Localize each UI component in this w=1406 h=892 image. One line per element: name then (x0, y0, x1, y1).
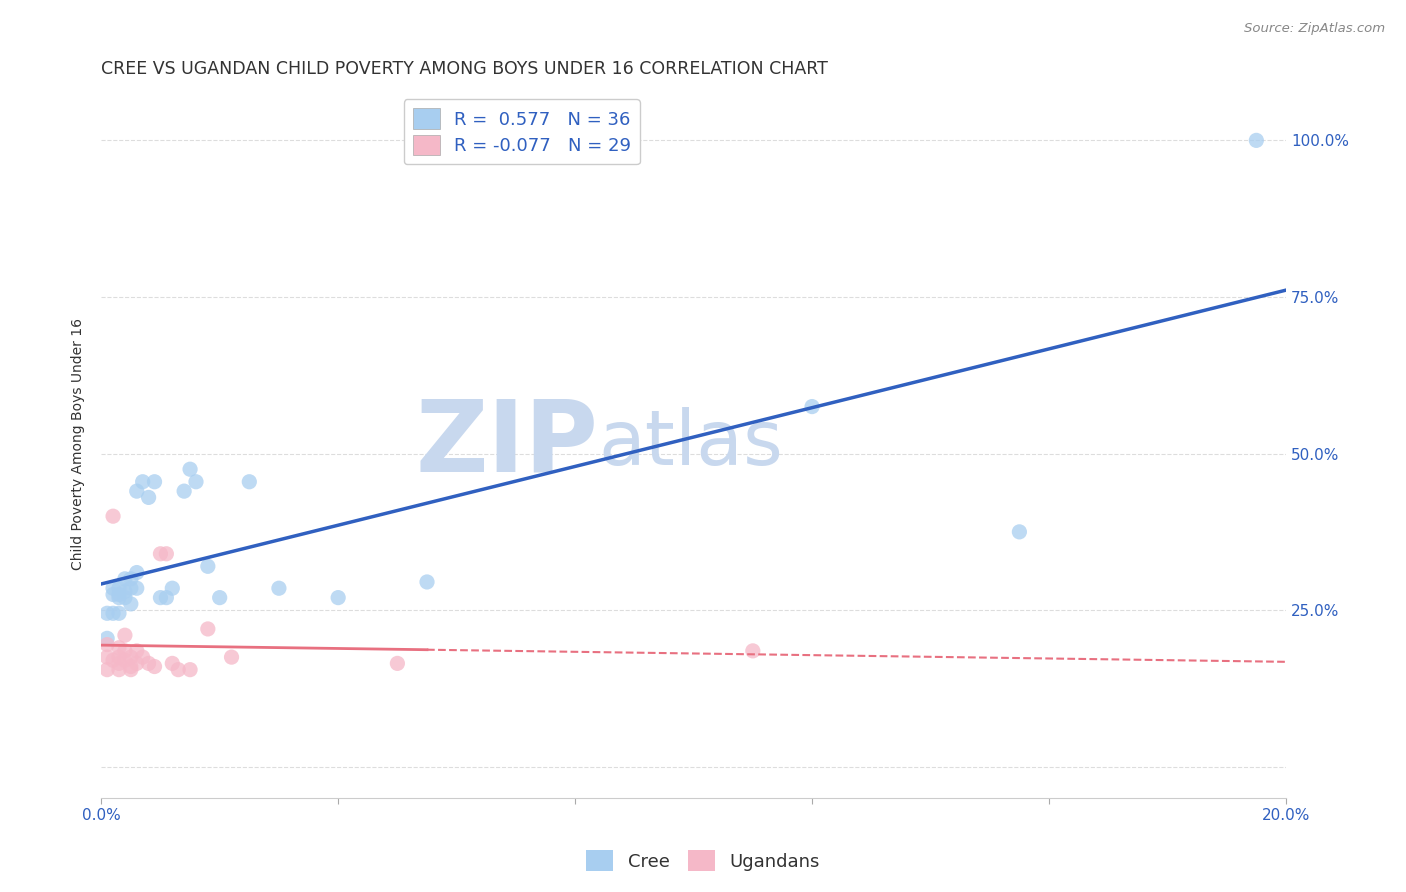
Text: Source: ZipAtlas.com: Source: ZipAtlas.com (1244, 22, 1385, 36)
Point (120, 581, 142, 595)
Point (96, 638, 118, 652)
Point (125, 566, 148, 580)
Point (179, 663, 201, 677)
Point (143, 659, 166, 673)
Point (125, 581, 148, 595)
Point (114, 628, 136, 642)
Point (114, 584, 136, 599)
Point (120, 572, 142, 586)
Point (155, 591, 177, 605)
Point (108, 591, 131, 605)
Point (138, 657, 160, 671)
Point (96, 632, 118, 646)
Point (108, 640, 131, 655)
Point (208, 591, 231, 605)
Point (120, 650, 142, 665)
Point (114, 591, 136, 605)
Point (120, 659, 142, 673)
Point (328, 591, 350, 605)
Point (162, 581, 184, 595)
Point (101, 509, 124, 524)
Point (114, 572, 136, 586)
Legend: Cree, Ugandans: Cree, Ugandans (579, 843, 827, 879)
Text: ZIP: ZIP (416, 396, 599, 492)
Point (108, 607, 131, 621)
Point (96, 650, 118, 665)
Point (155, 547, 177, 561)
Legend: R =  0.577   N = 36, R = -0.077   N = 29: R = 0.577 N = 36, R = -0.077 N = 29 (404, 99, 640, 164)
Point (108, 587, 131, 601)
Point (125, 657, 148, 671)
Point (101, 653, 124, 667)
Point (149, 547, 172, 561)
Point (108, 657, 131, 671)
Point (101, 587, 124, 601)
Point (101, 607, 124, 621)
Point (167, 663, 190, 677)
Point (801, 400, 824, 414)
Point (96, 607, 118, 621)
Text: CREE VS UGANDAN CHILD POVERTY AMONG BOYS UNDER 16 CORRELATION CHART: CREE VS UGANDAN CHILD POVERTY AMONG BOYS… (101, 60, 828, 78)
Point (1008, 524, 1031, 539)
Point (108, 663, 131, 677)
Point (387, 657, 409, 671)
Point (221, 650, 243, 665)
Point (179, 462, 201, 476)
Point (125, 644, 148, 658)
Point (120, 663, 142, 677)
Point (741, 644, 763, 658)
Point (267, 581, 290, 595)
Point (173, 484, 195, 499)
Point (114, 653, 136, 667)
Point (197, 622, 219, 636)
Point (138, 491, 160, 505)
Point (149, 591, 172, 605)
Point (114, 644, 136, 658)
Point (131, 650, 153, 665)
Point (96, 663, 118, 677)
Point (197, 559, 219, 574)
Point (238, 475, 260, 489)
Point (184, 475, 207, 489)
Point (416, 574, 439, 589)
Point (120, 597, 142, 611)
Point (1246, 133, 1268, 147)
Point (131, 475, 153, 489)
Point (108, 581, 131, 595)
Y-axis label: Child Poverty Among Boys Under 16: Child Poverty Among Boys Under 16 (72, 318, 86, 570)
Point (101, 581, 124, 595)
Point (125, 484, 148, 499)
Point (143, 475, 166, 489)
Text: atlas: atlas (599, 407, 783, 481)
Point (108, 650, 131, 665)
Point (162, 657, 184, 671)
